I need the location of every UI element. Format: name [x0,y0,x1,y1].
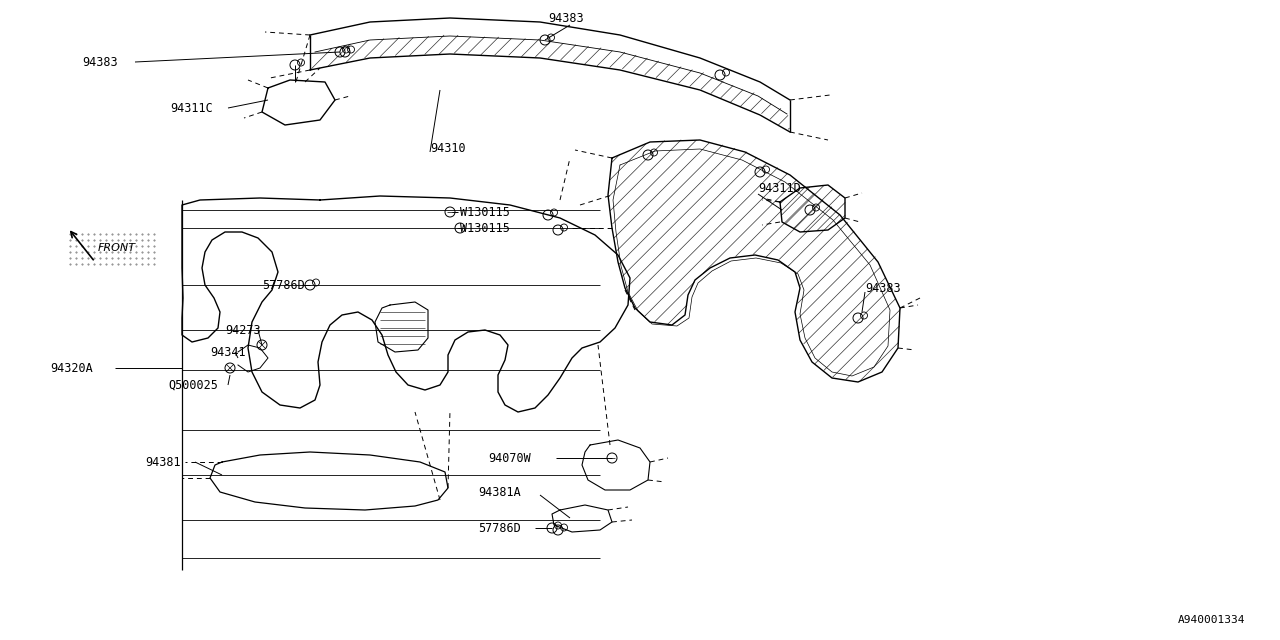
Text: 94341: 94341 [210,346,246,358]
Text: 94383: 94383 [82,56,118,68]
Text: 94311C: 94311C [170,102,212,115]
Text: W130115: W130115 [460,221,509,234]
Text: 94381: 94381 [145,456,180,468]
Text: A940001334: A940001334 [1178,615,1245,625]
Text: 94383: 94383 [865,282,901,294]
Text: Q500025: Q500025 [168,378,218,392]
Text: 94070W: 94070W [488,451,531,465]
Text: W130115: W130115 [460,205,509,218]
Text: 94383: 94383 [548,12,584,24]
Text: 94311D: 94311D [758,182,801,195]
Text: 94273: 94273 [225,323,261,337]
Text: 94320A: 94320A [50,362,92,374]
Text: 57786D: 57786D [262,278,305,291]
Text: 57786D: 57786D [477,522,521,534]
Text: FRONT: FRONT [99,243,136,253]
Text: 94381A: 94381A [477,486,521,499]
Text: 94310: 94310 [430,141,466,154]
